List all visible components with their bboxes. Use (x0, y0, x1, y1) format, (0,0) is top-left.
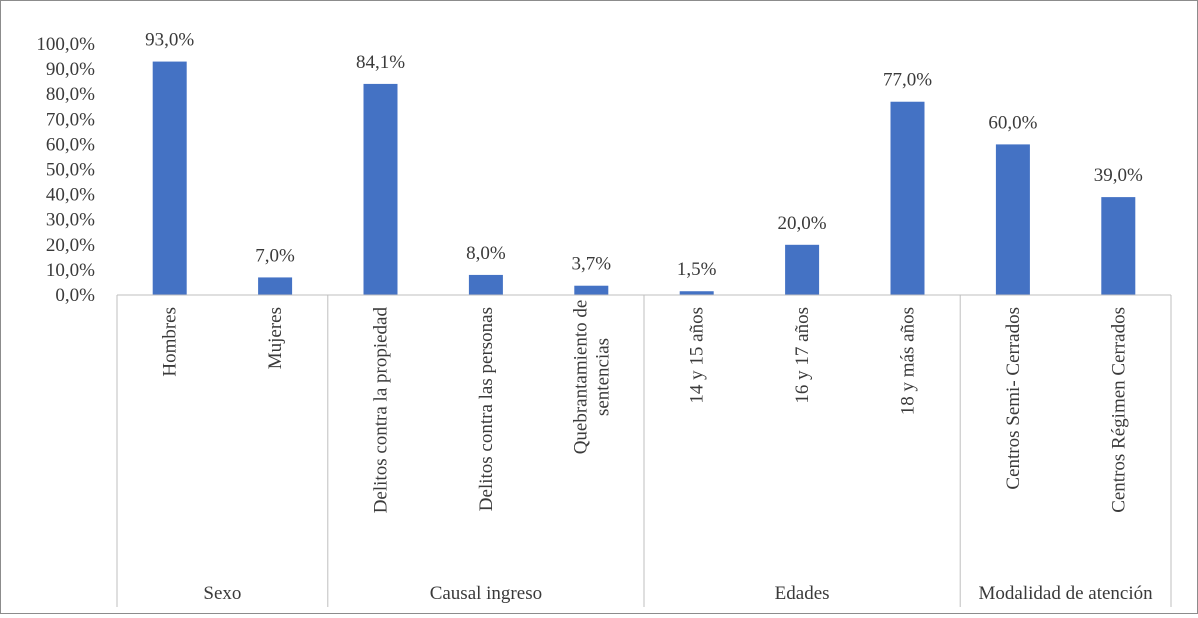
y-tick-label: 20,0% (46, 235, 95, 256)
y-tick-label: 70,0% (46, 109, 95, 130)
category-label-line: Quebrantamiento de (570, 300, 591, 455)
category-label: 16 y 17 años (792, 307, 813, 404)
category-label: Quebrantamiento desentencias (570, 300, 613, 455)
data-label: 1,5% (677, 259, 717, 280)
category-label: Mujeres (265, 307, 286, 369)
group-label: Edades (775, 583, 830, 604)
y-tick-label: 80,0% (46, 84, 95, 105)
category-label-line: Delitos contra las personas (476, 307, 497, 511)
y-tick-label: 10,0% (46, 260, 95, 281)
data-label: 77,0% (883, 70, 932, 91)
category-label: Centros Régimen Cerrados (1108, 307, 1129, 513)
group-label: Sexo (203, 583, 241, 604)
bar (890, 101, 925, 295)
y-tick-label: 60,0% (46, 134, 95, 155)
bar (1101, 197, 1136, 295)
category-label-line: Delitos contra la propiedad (371, 307, 392, 514)
bars (152, 61, 1136, 295)
category-label-line: Centros Régimen Cerrados (1108, 307, 1129, 513)
data-label: 93,0% (145, 30, 194, 51)
bar (468, 274, 503, 295)
category-label: Delitos contra la propiedad (371, 307, 392, 514)
category-label-line: 14 y 15 años (687, 307, 708, 404)
group-label: Causal ingreso (430, 583, 542, 604)
data-label: 20,0% (778, 213, 827, 234)
y-tick-label: 40,0% (46, 185, 95, 206)
category-label-line: Hombres (160, 307, 181, 377)
bar (679, 291, 714, 295)
data-label: 60,0% (988, 112, 1037, 133)
data-label: 7,0% (255, 245, 295, 266)
y-tick-label: 90,0% (46, 59, 95, 80)
y-tick-label: 50,0% (46, 160, 95, 181)
y-tick-label: 30,0% (46, 210, 95, 231)
category-label: 14 y 15 años (687, 307, 708, 404)
data-label: 8,0% (466, 243, 506, 264)
data-label: 3,7% (572, 254, 612, 275)
y-axis: 0,0% 10,0% 20,0% 30,0% 40,0% 50,0% 60,0% 70,0% 8… (36, 34, 95, 306)
data-label: 39,0% (1094, 165, 1143, 186)
x-axis: Sexo Causal ingreso Edades Modalidad de ate… (116, 294, 1172, 607)
category-label-line: Mujeres (265, 307, 286, 369)
data-labels: 93,0% 7,0% 84,1% 8,0% 3,7% 1,5% 20,0% 77,0% 60,0… (145, 30, 1143, 281)
category-label: Delitos contra las personas (476, 307, 497, 511)
bar (152, 61, 187, 295)
bar (785, 244, 820, 295)
category-label: 18 y más años (898, 307, 919, 415)
bar (574, 285, 609, 295)
category-label-line: sentencias (592, 338, 613, 416)
category-label-line: Centros Semi- Cerrados (1003, 307, 1024, 490)
category-label: Hombres (160, 307, 181, 377)
data-label: 84,1% (356, 52, 405, 73)
bar (363, 83, 398, 295)
bar (995, 144, 1030, 295)
category-label: Centros Semi- Cerrados (1003, 307, 1024, 490)
group-label: Modalidad de atención (979, 583, 1154, 604)
y-tick-label: 0,0% (55, 285, 95, 306)
bar (258, 277, 293, 295)
category-label-line: 18 y más años (898, 307, 919, 415)
y-tick-label: 100,0% (36, 34, 95, 55)
category-label-line: 16 y 17 años (792, 307, 813, 404)
